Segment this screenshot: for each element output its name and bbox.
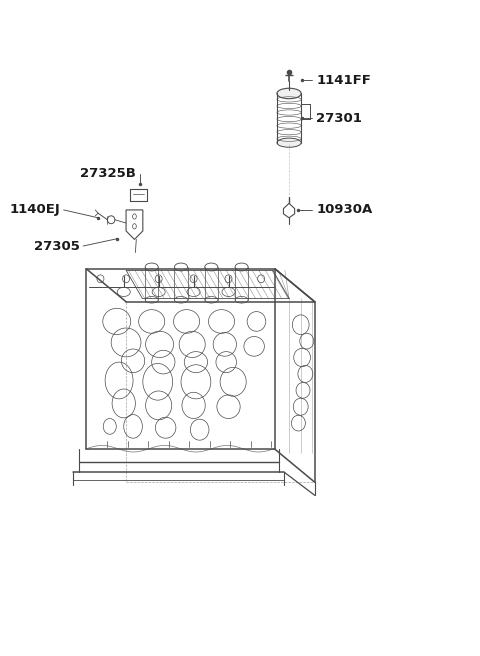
Ellipse shape [277, 138, 301, 148]
Ellipse shape [277, 88, 301, 99]
Text: 27325B: 27325B [81, 167, 136, 180]
Text: 1140EJ: 1140EJ [9, 203, 60, 216]
Text: 27305: 27305 [34, 239, 80, 253]
Text: 27301: 27301 [316, 112, 362, 125]
Text: 10930A: 10930A [316, 203, 372, 216]
Text: 1141FF: 1141FF [316, 73, 371, 87]
